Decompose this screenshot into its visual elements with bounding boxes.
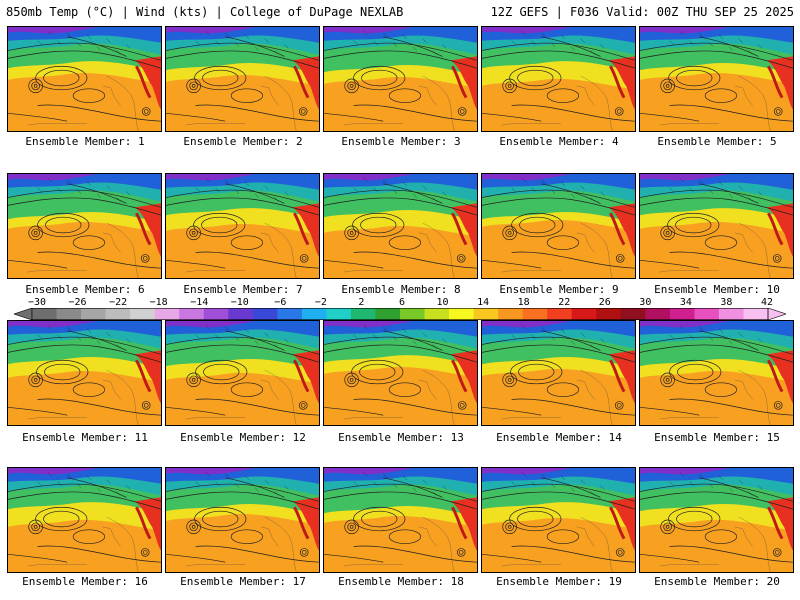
ensemble-member-label: Ensemble Member: 3 (341, 135, 461, 148)
ensemble-member-label: Ensemble Member: 5 (657, 135, 777, 148)
ensemble-member-map (7, 26, 162, 132)
colorbar-tick-label: 30 (639, 297, 652, 308)
ensemble-member-label: Ensemble Member: 7 (183, 283, 303, 296)
ensemble-member-map (481, 26, 636, 132)
ensemble-member-map (323, 26, 478, 132)
colorbar-segment (375, 308, 401, 320)
colorbar-segment (449, 308, 474, 320)
ensemble-member-map (165, 320, 320, 426)
colorbar-tick-label: 26 (598, 297, 611, 308)
colorbar-tick-label: 6 (398, 297, 406, 308)
ensemble-member-label: Ensemble Member: 10 (654, 283, 780, 296)
map-title: 850mb Temp (°C) | Wind (kts) | College o… (6, 5, 404, 19)
colorbar-tick-label: 2 (358, 297, 365, 308)
colorbar-segment (105, 308, 131, 320)
colorbar-segment (400, 308, 425, 320)
ensemble-member-label: Ensemble Member: 8 (341, 283, 461, 296)
colorbar-segment (424, 308, 450, 320)
ensemble-member-map (639, 320, 794, 426)
colorbar-segment (694, 308, 720, 320)
colorbar-max-arrow (767, 308, 786, 320)
ensemble-member-label: Ensemble Member: 19 (496, 575, 622, 588)
ensemble-member-map (481, 320, 636, 426)
ensemble-member-label: Ensemble Member: 20 (654, 575, 780, 588)
ensemble-member-map (639, 467, 794, 573)
colorbar-segment (522, 308, 548, 320)
colorbar-tick-label: 34 (679, 297, 692, 308)
colorbar-tick-label: −26 (68, 297, 87, 308)
colorbar-segment (277, 308, 303, 320)
ensemble-member-map (639, 173, 794, 279)
ensemble-member-map (165, 467, 320, 573)
colorbar-min-arrow (14, 308, 33, 320)
ensemble-member-label: Ensemble Member: 4 (499, 135, 619, 148)
colorbar-segment (743, 308, 769, 320)
ensemble-member-label: Ensemble Member: 1 (25, 135, 145, 148)
colorbar-segment (154, 308, 180, 320)
colorbar-segment (179, 308, 205, 320)
colorbar-segment (81, 308, 106, 320)
colorbar-tick-label: −14 (190, 297, 209, 308)
colorbar-segment (669, 308, 695, 320)
ensemble-member-label: Ensemble Member: 17 (180, 575, 306, 588)
ensemble-member-label: Ensemble Member: 11 (22, 431, 148, 444)
colorbar-segment (252, 308, 278, 320)
ensemble-member-map (7, 173, 162, 279)
colorbar-segment (326, 308, 352, 320)
colorbar-segment (620, 308, 646, 320)
ensemble-member-map (481, 173, 636, 279)
ensemble-member-label: Ensemble Member: 9 (499, 283, 619, 296)
colorbar-segment (498, 308, 523, 320)
colorbar-segment (350, 308, 376, 320)
colorbar-tick-label: −6 (274, 297, 287, 308)
colorbar-segment (301, 308, 327, 320)
colorbar-tick-label: 14 (477, 297, 490, 308)
ensemble-member-label: Ensemble Member: 13 (338, 431, 464, 444)
colorbar-segment (547, 308, 573, 320)
ensemble-member-map (7, 320, 162, 426)
colorbar-segment (596, 308, 622, 320)
colorbar-tick-label: 38 (720, 297, 733, 308)
colorbar-segment (130, 308, 155, 320)
temperature-colorbar (14, 308, 786, 320)
colorbar-tick-label: −2 (314, 297, 327, 308)
ensemble-member-map (639, 26, 794, 132)
ensemble-member-label: Ensemble Member: 18 (338, 575, 464, 588)
model-run-label: 12Z GEFS | F036 Valid: 00Z THU SEP 25 20… (490, 5, 794, 19)
ensemble-member-label: Ensemble Member: 14 (496, 431, 622, 444)
colorbar-tick-label: 10 (436, 297, 449, 308)
colorbar-tick-label: −30 (27, 297, 47, 308)
colorbar-tick-label: −22 (109, 297, 128, 308)
ensemble-member-label: Ensemble Member: 12 (180, 431, 306, 444)
ensemble-member-map (323, 320, 478, 426)
ensemble-member-map (323, 467, 478, 573)
colorbar-tick-label: −18 (149, 297, 168, 308)
ensemble-member-map (165, 26, 320, 132)
colorbar-tick-label: 22 (558, 297, 571, 308)
colorbar-segment (473, 308, 499, 320)
colorbar-segment (32, 308, 57, 320)
ensemble-member-map (323, 173, 478, 279)
colorbar-segment (203, 308, 229, 320)
ensemble-member-map (165, 173, 320, 279)
colorbar-segment (56, 308, 82, 320)
colorbar-segment (571, 308, 597, 320)
ensemble-member-map (481, 467, 636, 573)
colorbar-tick-label: 18 (517, 297, 530, 308)
colorbar-segment (718, 308, 744, 320)
ensemble-member-label: Ensemble Member: 15 (654, 431, 780, 444)
colorbar-segment (228, 308, 254, 320)
ensemble-member-label: Ensemble Member: 16 (22, 575, 148, 588)
ensemble-member-label: Ensemble Member: 6 (25, 283, 145, 296)
colorbar-segment (645, 308, 671, 320)
colorbar-tick-label: 42 (760, 297, 774, 308)
ensemble-member-label: Ensemble Member: 2 (183, 135, 303, 148)
ensemble-member-map (7, 467, 162, 573)
colorbar-tick-label: −10 (230, 297, 249, 308)
